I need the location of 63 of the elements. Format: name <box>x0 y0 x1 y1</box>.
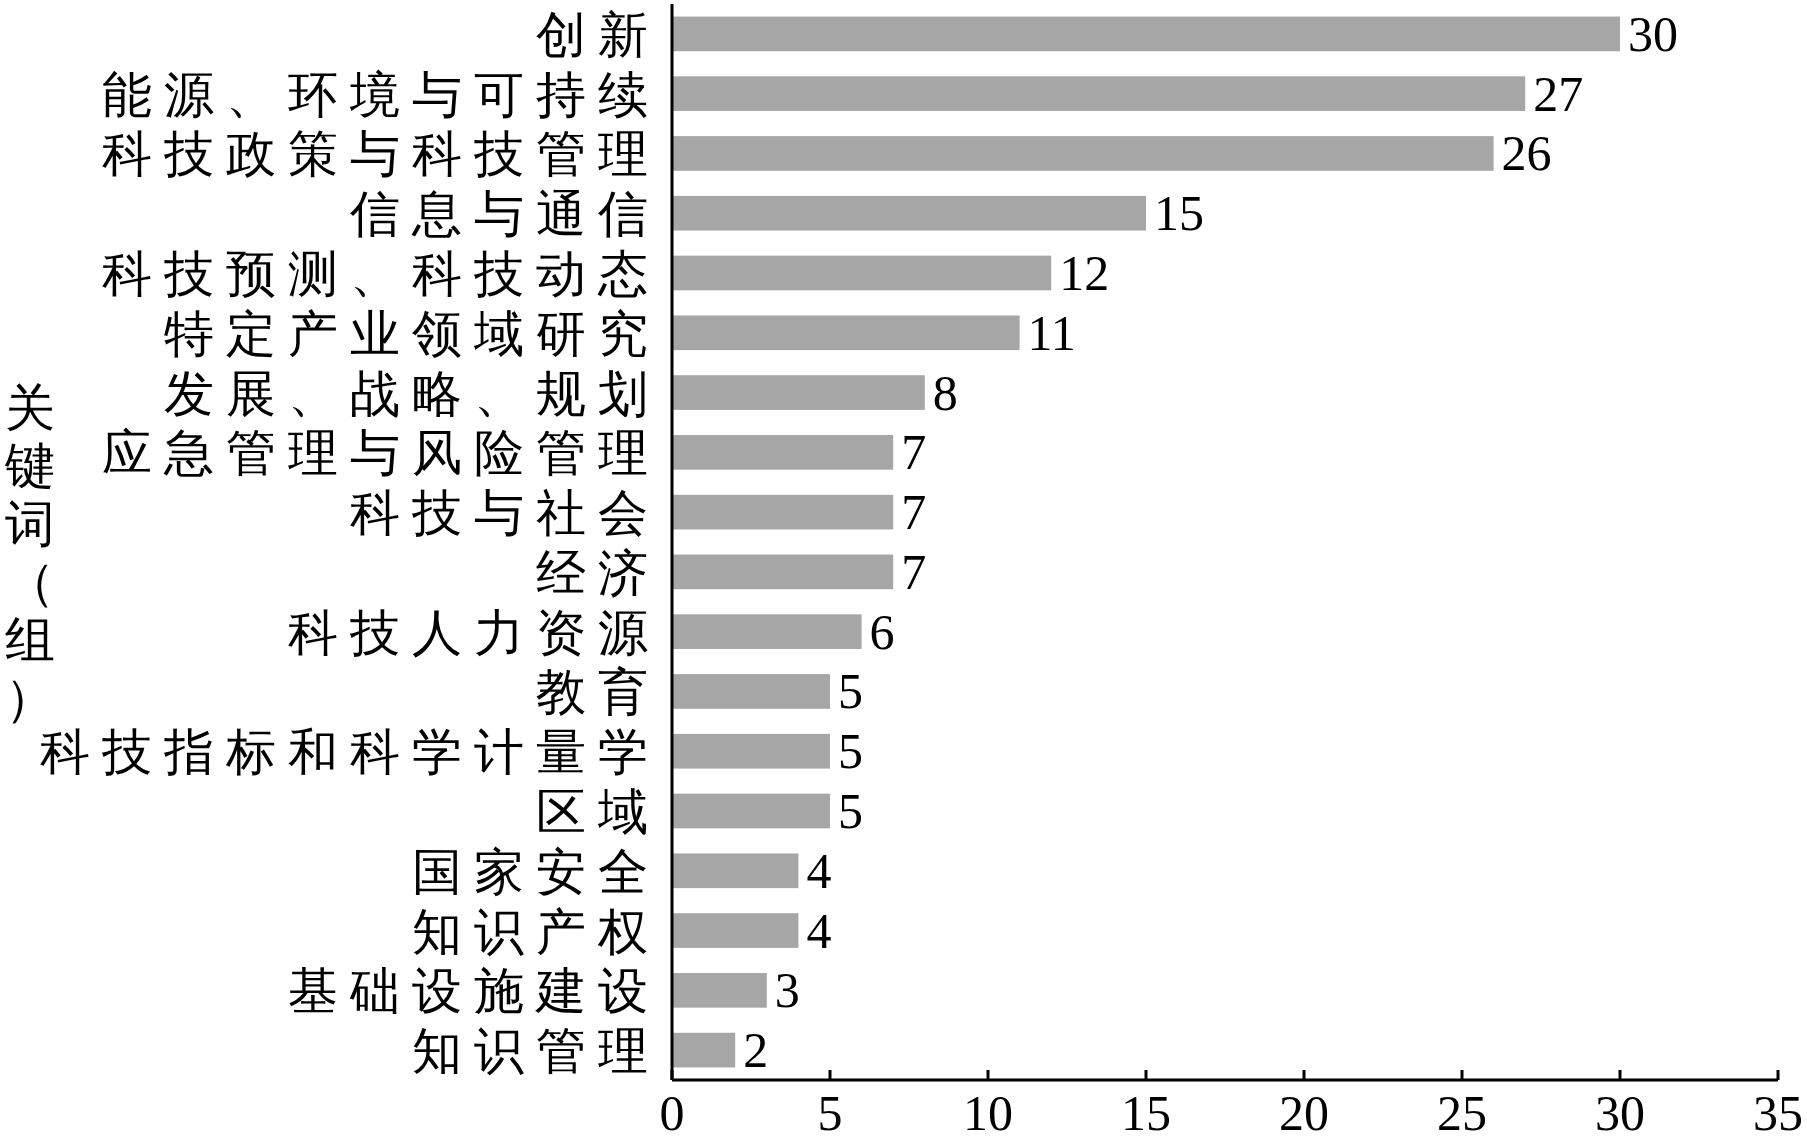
data-label: 26 <box>1501 125 1552 182</box>
y-tick-label: 发展、战略、规划 <box>164 365 660 422</box>
y-tick-label: 创新 <box>536 6 660 63</box>
data-label: 5 <box>838 783 863 839</box>
data-label: 4 <box>806 842 832 899</box>
bar <box>672 195 1146 231</box>
bar <box>672 136 1494 171</box>
bar <box>672 614 862 649</box>
y-tick-label: 应急管理与风险管理 <box>102 425 660 482</box>
data-label: 3 <box>774 962 800 1019</box>
bar <box>672 494 894 530</box>
x-tick-label: 30 <box>1595 1085 1645 1137</box>
y-tick-label: 科技政策与科技管理 <box>102 126 660 183</box>
bar <box>672 554 894 590</box>
data-label: 2 <box>743 1022 769 1079</box>
x-tick-label: 0 <box>659 1085 685 1137</box>
data-label: 4 <box>806 902 832 959</box>
y-tick-label: 知识产权 <box>412 903 660 960</box>
y-axis-title: 关键词（组） <box>4 380 55 726</box>
y-tick-label: 信息与通信 <box>350 186 660 243</box>
data-label: 7 <box>901 484 927 541</box>
data-label: 6 <box>869 603 895 660</box>
y-tick-label: 科技人力资源 <box>288 604 660 661</box>
bar <box>672 255 1052 291</box>
data-label: 5 <box>838 663 863 720</box>
y-tick-label: 科技预测、科技动态 <box>102 246 660 302</box>
y-tick-label: 国家安全 <box>412 843 660 900</box>
y-tick-label: 能源、环境与可持续 <box>102 66 660 123</box>
y-tick-label: 教育 <box>536 664 660 721</box>
bar <box>672 315 1020 351</box>
bar <box>672 16 1620 52</box>
bar <box>672 973 767 1008</box>
x-tick-label: 25 <box>1437 1085 1487 1137</box>
data-label: 27 <box>1533 65 1584 122</box>
x-tick-label: 20 <box>1279 1085 1329 1137</box>
bar <box>672 1032 736 1068</box>
y-tick-label: 知识管理 <box>412 1023 660 1080</box>
y-tick-label: 科技指标和科学计量学 <box>40 724 660 781</box>
y-tick-label: 经济 <box>536 544 660 601</box>
y-tick-label: 基础设施建设 <box>288 963 660 1020</box>
x-tick-label: 5 <box>817 1085 843 1137</box>
bar <box>672 435 894 470</box>
y-tick-label: 区域 <box>536 784 660 840</box>
data-label: 30 <box>1628 5 1678 62</box>
data-label: 11 <box>1027 304 1076 361</box>
data-label: 15 <box>1154 185 1204 242</box>
bar <box>672 913 799 948</box>
bar <box>672 853 799 889</box>
bar <box>672 733 830 769</box>
x-tick-label: 35 <box>1753 1085 1803 1137</box>
data-label: 8 <box>932 364 958 421</box>
data-label: 5 <box>838 723 863 780</box>
data-label: 7 <box>901 424 927 481</box>
y-tick-label: 特定产业领域研究 <box>164 305 660 362</box>
bar <box>672 674 830 709</box>
y-tick-label: 科技与社会 <box>350 485 660 542</box>
x-tick-label: 10 <box>963 1085 1013 1137</box>
bar <box>672 76 1526 111</box>
data-label: 12 <box>1059 245 1110 301</box>
data-label: 7 <box>901 543 927 600</box>
bar <box>672 375 925 410</box>
x-tick-label: 15 <box>1121 1085 1171 1137</box>
bar <box>672 793 830 829</box>
